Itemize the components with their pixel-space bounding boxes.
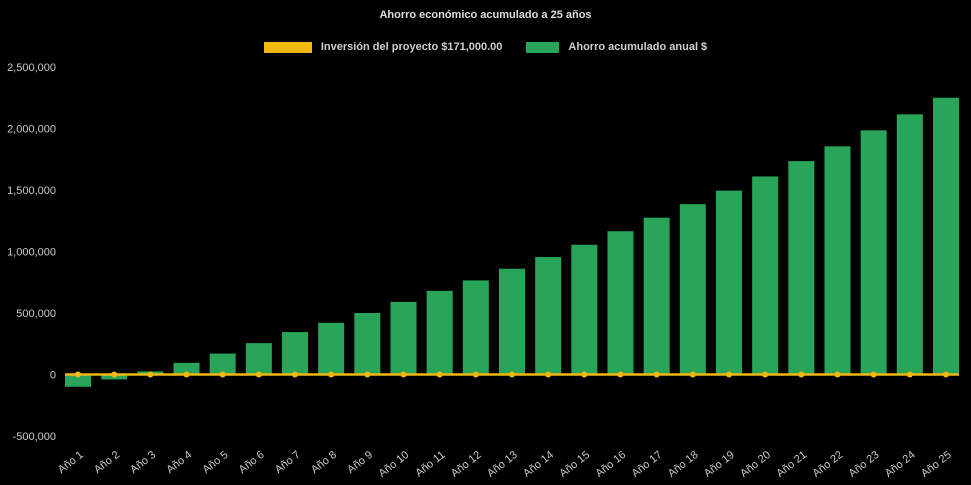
savings-bar: [282, 332, 308, 375]
y-tick-label: 1,000,000: [7, 247, 56, 259]
savings-bar: [209, 353, 236, 375]
savings-bar: [318, 322, 345, 375]
investment-marker: [472, 371, 479, 378]
chart-title: Ahorro económico acumulado a 25 años: [379, 9, 592, 21]
investment-marker: [906, 371, 913, 378]
x-tick-label: Año 24: [883, 449, 918, 480]
x-tick-label: Año 8: [309, 449, 339, 476]
savings-bar: [607, 231, 634, 375]
savings-bar: [535, 257, 562, 375]
x-tick-label: Año 25: [919, 449, 954, 480]
investment-marker: [292, 371, 298, 378]
savings-bar: [896, 114, 923, 375]
investment-marker: [255, 371, 262, 378]
savings-bar: [571, 244, 598, 375]
savings-bar: [499, 268, 525, 375]
investment-marker: [617, 371, 624, 378]
y-tick-label: 0: [50, 370, 56, 382]
y-tick-label: 2,500,000: [7, 62, 56, 74]
x-tick-label: Año 1: [56, 449, 86, 476]
savings-bar: [643, 217, 670, 375]
x-tick-label: Año 19: [702, 449, 737, 480]
savings-bar: [390, 301, 417, 375]
savings-bar: [354, 313, 381, 375]
savings-bar: [788, 161, 815, 375]
savings-swatch: [526, 41, 560, 53]
x-tick-label: Año 18: [666, 449, 701, 480]
investment-marker: [545, 371, 552, 378]
legend-item-investment: Inversión del proyecto $171,000.00: [263, 41, 503, 53]
x-tick-label: Año 14: [521, 449, 556, 480]
investment-marker: [436, 371, 443, 378]
x-tick-label: Año 23: [847, 449, 882, 480]
investment-marker: [400, 371, 407, 378]
investment-marker: [798, 371, 805, 378]
savings-bar: [716, 190, 742, 375]
x-tick-label: Año 4: [164, 449, 194, 476]
investment-marker: [689, 371, 696, 378]
investment-marker: [183, 371, 190, 378]
x-tick-label: Año 5: [200, 449, 230, 476]
x-tick-label: Año 17: [630, 449, 665, 480]
savings-bar: [245, 343, 272, 375]
investment-marker: [111, 371, 118, 378]
x-tick-label: Año 21: [774, 449, 809, 480]
savings-bar: [860, 130, 887, 375]
chart-legend: Inversión del proyecto $171,000.00 Ahorr…: [0, 41, 971, 53]
investment-marker: [653, 371, 660, 378]
investment-marker: [75, 371, 81, 378]
y-tick-label: -500,000: [13, 431, 56, 443]
x-tick-label: Año 15: [557, 449, 592, 480]
savings-bar: [462, 280, 489, 375]
x-tick-label: Año 22: [810, 449, 845, 480]
x-tick-label: Año 3: [128, 449, 158, 476]
investment-swatch: [263, 41, 312, 53]
y-tick-label: 500,000: [16, 308, 56, 320]
savings-bar: [824, 146, 851, 375]
y-tick-label: 1,500,000: [7, 185, 56, 197]
investment-marker: [870, 371, 877, 378]
savings-bar: [173, 362, 200, 375]
x-tick-label: Año 20: [738, 449, 773, 480]
savings-bar: [752, 176, 779, 375]
investment-marker: [509, 371, 515, 378]
savings-bar: [426, 290, 453, 375]
x-tick-label: Año 6: [237, 449, 267, 476]
savings-bar: [679, 204, 706, 375]
savings-bar: [933, 97, 959, 375]
savings-bar: [65, 374, 91, 387]
investment-marker: [328, 371, 335, 378]
x-tick-label: Año 12: [449, 449, 484, 480]
investment-marker: [219, 371, 226, 378]
investment-marker: [834, 371, 841, 378]
x-tick-label: Año 10: [376, 449, 411, 480]
x-tick-label: Año 11: [413, 449, 447, 479]
savings-legend-label: Ahorro acumulado anual $: [568, 41, 708, 53]
x-tick-label: Año 7: [273, 449, 303, 476]
x-tick-label: Año 13: [485, 449, 520, 480]
investment-marker: [581, 371, 588, 378]
investment-marker: [364, 371, 371, 378]
investment-marker: [943, 371, 949, 378]
investment-marker: [147, 371, 154, 378]
y-tick-label: 2,000,000: [7, 124, 56, 136]
x-tick-label: Año 9: [345, 449, 375, 476]
investment-legend-label: Inversión del proyecto $171,000.00: [320, 41, 503, 53]
x-tick-label: Año 2: [92, 449, 122, 476]
x-tick-label: Año 16: [593, 449, 628, 480]
legend-item-savings: Ahorro acumulado anual $: [526, 41, 707, 53]
investment-marker: [726, 371, 732, 378]
investment-marker: [762, 371, 769, 378]
